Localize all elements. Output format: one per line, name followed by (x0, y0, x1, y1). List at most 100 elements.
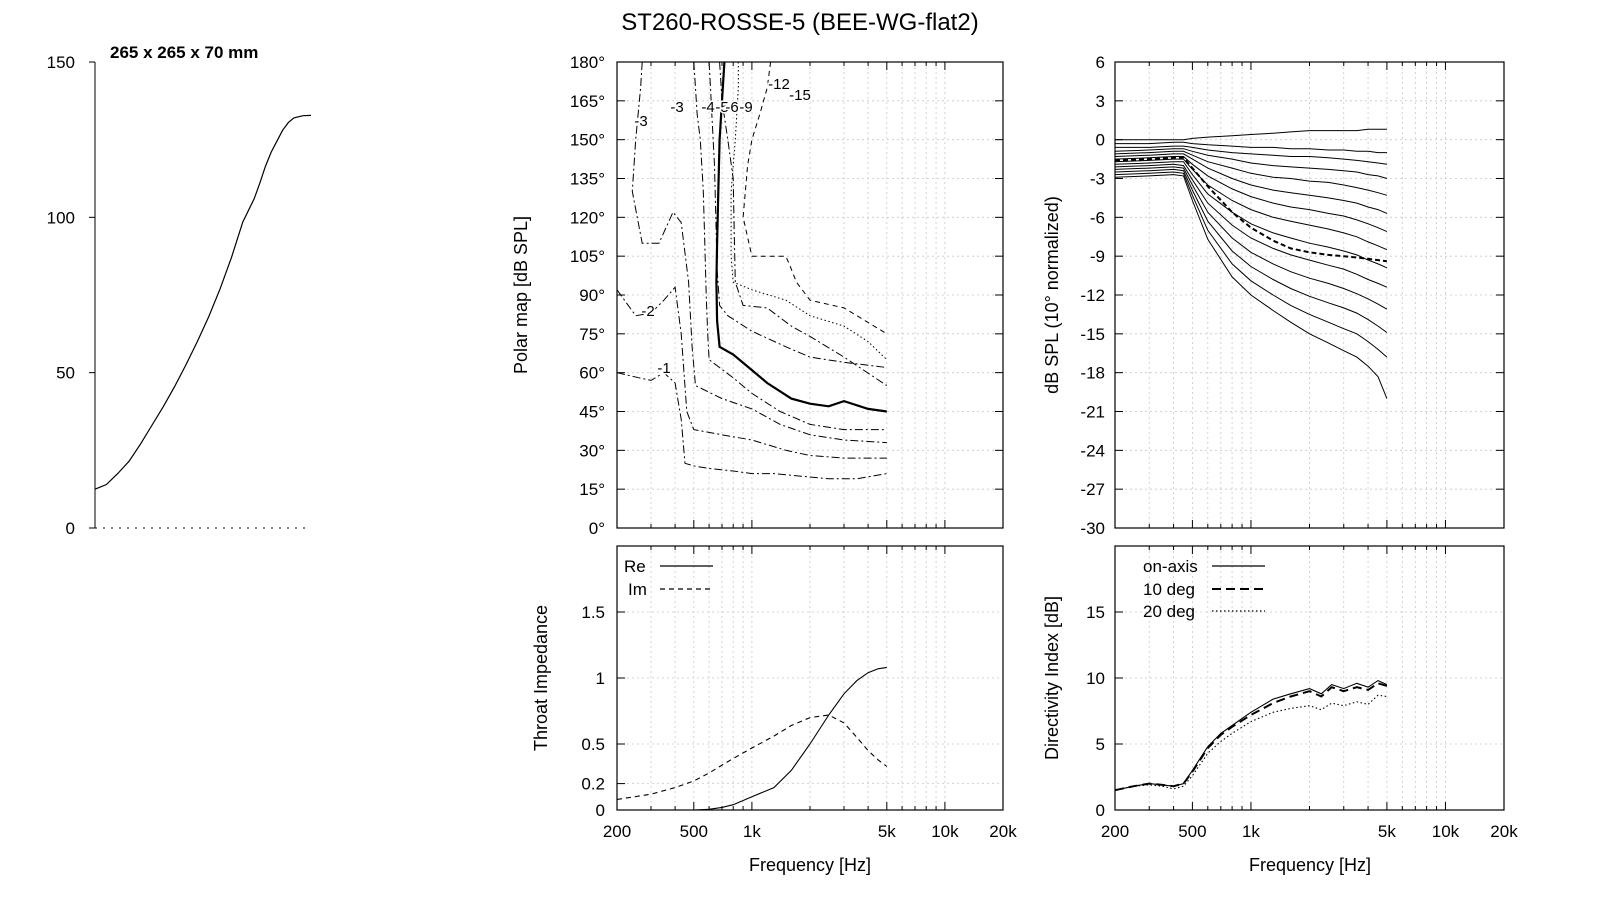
polar-ytick-label: 165° (570, 92, 605, 111)
spl-ytick-label: -30 (1080, 519, 1105, 538)
spl-ytick-label: -3 (1090, 170, 1105, 189)
polar-contour-2db (616, 286, 887, 459)
impedance-ytick-label: 0 (596, 801, 605, 820)
spl-ytick-label: -24 (1080, 441, 1105, 460)
impedance-xtick-label: 1k (743, 822, 761, 841)
polar-contour-4db (693, 61, 887, 431)
impedance-ytick-label: 0.5 (581, 735, 605, 754)
spl-angle-curve-13 (1114, 174, 1388, 399)
spl-ytick-label: -6 (1090, 208, 1105, 227)
spl-angle-curve-2 (1115, 145, 1387, 165)
di-legend-on-axis: on-axis (1143, 557, 1198, 576)
polar-ytick-label: 135° (570, 170, 605, 189)
profile-ytick-label: 0 (66, 519, 75, 538)
profile-plot: 0 50 100 150 265 x 265 x 70 mm (47, 43, 312, 538)
polar-contour-label: -5 (715, 99, 728, 116)
polar-ytick-label: 0° (589, 519, 605, 538)
spl-angle-curve-6 (1114, 156, 1388, 233)
polar-ytick-label: 60° (579, 364, 605, 383)
impedance-re-line (617, 666, 887, 811)
spl-ytick-label: -12 (1080, 286, 1105, 305)
polar-map-plot: 0° 15° 30° 45° 60° 75° 90° 105° 120° 135° 150° 165°… (511, 53, 1004, 538)
profile-ytick-label: 50 (56, 364, 75, 383)
di-legend-10deg: 10 deg (1143, 580, 1195, 599)
profile-dimension-label: 265 x 265 x 70 mm (110, 43, 258, 62)
spl-angle-curve-4 (1114, 150, 1388, 196)
directivity-index-plot: 0 5 10 15 on-axis 10 deg 20 deg 200 500 1k 5k 10k 20… (1042, 545, 1518, 875)
spl-frame (1114, 61, 1505, 529)
spl-angle-curve-5 (1114, 153, 1388, 214)
polar-ytick-label: 75° (579, 325, 605, 344)
polar-contour-label: -3 (670, 99, 683, 116)
di-xtick-label: 20k (1490, 822, 1518, 841)
polar-ylabel: Polar map [dB SPL] (511, 216, 531, 374)
polar-ytick-label: 15° (579, 480, 605, 499)
spl-ytick-label: -15 (1080, 325, 1105, 344)
di-20deg-line (1114, 694, 1387, 791)
impedance-ytick-label: 1 (596, 669, 605, 688)
di-frame (1114, 545, 1505, 811)
polar-contour-1db (616, 372, 887, 480)
di-xtick-label: 5k (1378, 822, 1396, 841)
spl-ytick-label: -21 (1080, 403, 1105, 422)
polar-ytick-label: 90° (579, 286, 605, 305)
impedance-xtick-label: 20k (989, 822, 1017, 841)
di-ytick-label: 5 (1096, 735, 1105, 754)
polar-contour-3db (631, 61, 887, 444)
polar-contour-15db (742, 61, 888, 335)
polar-ytick-label: 105° (570, 247, 605, 266)
impedance-frame (616, 545, 1004, 811)
impedance-ytick-label: 1.5 (581, 603, 605, 622)
polar-contour-6db (715, 61, 887, 413)
polar-ytick-label: 30° (579, 441, 605, 460)
profile-curve (94, 114, 312, 490)
di-xtick-label: 200 (1101, 822, 1129, 841)
profile-ytick-label: 100 (47, 208, 75, 227)
spl-angle-curve-3 (1114, 148, 1388, 179)
impedance-xtick-label: 5k (878, 822, 896, 841)
spl-average-curve (1114, 156, 1388, 263)
polar-contour-label: -15 (789, 87, 811, 104)
impedance-xtick-label: 200 (603, 822, 631, 841)
impedance-xtick-label: 500 (680, 822, 708, 841)
polar-contour-label: -9 (739, 99, 752, 116)
polar-contour-9db (719, 61, 888, 387)
polar-contour-label: -4 (701, 99, 714, 116)
di-xtick-label: 500 (1178, 822, 1206, 841)
impedance-xtick-label: 10k (931, 822, 959, 841)
impedance-ytick-label: 0.2 (581, 775, 605, 794)
spl-ytick-label: 0 (1096, 131, 1105, 150)
polar-ytick-label: 120° (570, 208, 605, 227)
spl-angle-curve-0 (1115, 128, 1387, 141)
spl-ytick-label: 3 (1096, 92, 1105, 111)
throat-impedance-plot: 0 0.2 0.5 1 1.5 Re Im 200 500 1k 5k 10k 20k Frequency… (531, 545, 1017, 875)
di-ylabel: Directivity Index [dB] (1042, 596, 1062, 760)
spl-angle-curve-10 (1114, 166, 1388, 310)
polar-contour-label: -3 (634, 113, 647, 130)
di-on-axis-line (1114, 679, 1388, 791)
di-xtick-label: 1k (1242, 822, 1260, 841)
di-ytick-label: 10 (1086, 669, 1105, 688)
polar-contour-label: -12 (768, 76, 790, 93)
di-xlabel: Frequency [Hz] (1249, 855, 1371, 875)
di-xtick-label: 10k (1432, 822, 1460, 841)
polar-contour-label: -2 (641, 303, 654, 320)
spl-angle-curve-1 (1115, 141, 1387, 154)
spl-angle-curve-8 (1114, 161, 1388, 269)
impedance-im-line (616, 714, 888, 800)
spl-ytick-label: -18 (1080, 364, 1105, 383)
profile-ytick-label: 150 (47, 53, 75, 72)
polar-ytick-label: 45° (579, 403, 605, 422)
spl-angle-curve-12 (1114, 171, 1388, 358)
spl-angle-curve-7 (1114, 158, 1388, 251)
spl-angle-curve-11 (1114, 168, 1388, 333)
spl-angle-curve-9 (1114, 163, 1388, 288)
polar-contour-5db (708, 61, 887, 368)
spl-normalized-plot: 6 3 0 -3 -6 -9 -12 -15 -18 -21 -24 -27 -30 dB SPL (10… (1042, 53, 1505, 538)
polar-contour-12db (730, 62, 888, 361)
spl-ytick-label: -9 (1090, 247, 1105, 266)
spl-ytick-label: -27 (1080, 480, 1105, 499)
polar-ytick-label: 150° (570, 131, 605, 150)
impedance-ylabel: Throat Impedance (531, 605, 551, 751)
